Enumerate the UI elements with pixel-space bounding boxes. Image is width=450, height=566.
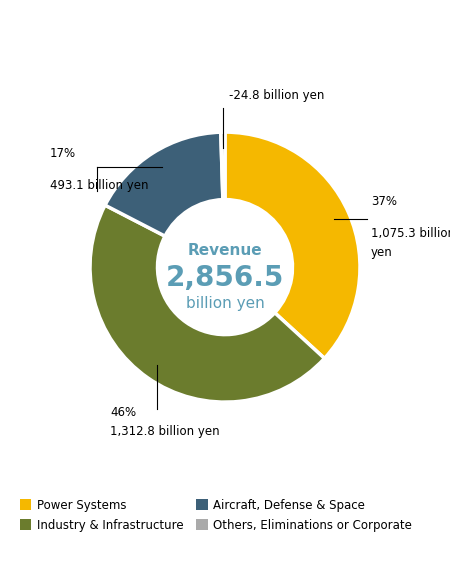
Text: 493.1 billion yen: 493.1 billion yen xyxy=(50,179,148,192)
Text: 46%: 46% xyxy=(110,406,136,419)
Text: 1,312.8 billion yen: 1,312.8 billion yen xyxy=(110,425,220,438)
Text: yen: yen xyxy=(371,246,392,259)
Wedge shape xyxy=(105,132,223,236)
Wedge shape xyxy=(221,132,225,200)
Wedge shape xyxy=(225,132,360,358)
Text: 2,856.5: 2,856.5 xyxy=(166,264,284,292)
Text: 17%: 17% xyxy=(50,147,76,160)
Wedge shape xyxy=(90,205,324,402)
Text: -24.8 billion yen: -24.8 billion yen xyxy=(229,89,324,102)
Text: Revenue: Revenue xyxy=(188,243,262,259)
Text: 37%: 37% xyxy=(371,195,397,208)
Text: 1,075.3 billion: 1,075.3 billion xyxy=(371,228,450,241)
Legend: Power Systems, Industry & Infrastructure, Aircraft, Defense & Space, Others, Eli: Power Systems, Industry & Infrastructure… xyxy=(15,494,417,537)
Text: billion yen: billion yen xyxy=(186,296,265,311)
